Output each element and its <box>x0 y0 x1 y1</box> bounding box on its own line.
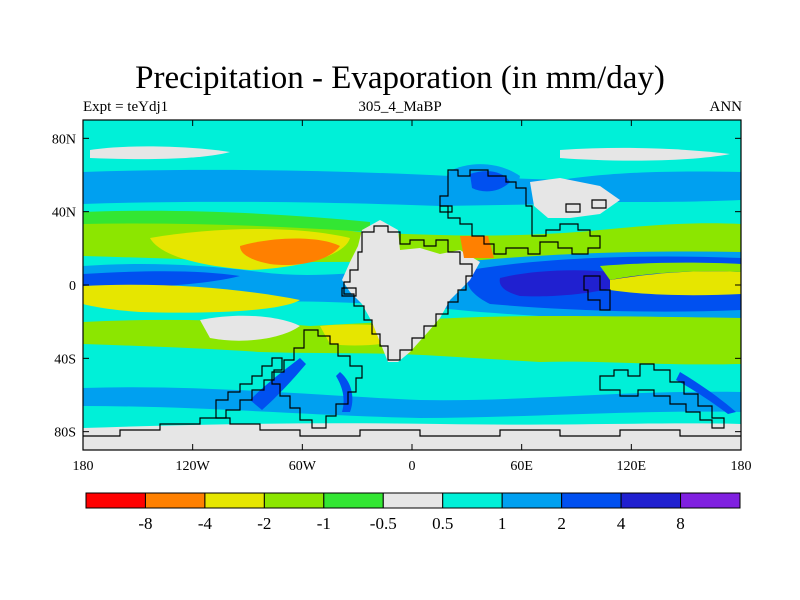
experiment-label: Expt = teYdj1 <box>83 99 169 115</box>
coastlines <box>83 169 741 437</box>
season-label: ANN <box>709 99 743 115</box>
field-equator-darkblue <box>499 270 640 297</box>
field-north-blue-band <box>83 169 741 206</box>
coastline-east-continent <box>583 275 611 311</box>
colorbar: -8 -4 -2 -1 -0.5 0.5 1 2 4 8 <box>85 492 741 533</box>
colorbar-swatch <box>323 492 384 509</box>
coastline-central-continent <box>343 225 473 361</box>
x-tick-label: 60W <box>289 459 317 474</box>
colorbar-label: 2 <box>557 514 566 533</box>
x-tick-label: 60E <box>510 459 533 474</box>
field-equator-green-east <box>600 262 741 280</box>
colorbar-swatch <box>263 492 325 509</box>
colorbar-label: 1 <box>498 514 507 533</box>
y-tick-label: 80N <box>52 132 76 147</box>
x-tick-label: 120W <box>176 459 211 474</box>
field-antarctic-grey <box>83 423 741 450</box>
time-label: 305_4_MaBP <box>358 99 442 115</box>
colorbar-label: -8 <box>138 514 152 533</box>
y-tick-label: 80S <box>54 426 76 441</box>
colorbar-swatch <box>204 492 265 509</box>
y-tick-label: 0 <box>69 279 76 294</box>
field-central-landmass <box>342 220 480 362</box>
colorbar-swatch <box>382 492 444 509</box>
field-north-grey-patch <box>90 146 230 160</box>
chart-title: Precipitation - Evaporation (in mm/day) <box>135 60 665 96</box>
colorbar-label: -4 <box>198 514 213 533</box>
colorbar-swatch <box>620 492 682 509</box>
field-north-orange-cell <box>240 238 340 266</box>
x-tick-label: 180 <box>731 459 752 474</box>
field-equator-yellow-west <box>83 284 300 313</box>
colorbar-label: -1 <box>317 514 331 533</box>
x-tick-label: 120E <box>617 459 647 474</box>
coastline-north-continent <box>439 169 601 255</box>
y-tick-label: 40S <box>54 352 76 367</box>
colorbar-swatch <box>144 492 206 509</box>
colorbar-swatch <box>501 492 563 509</box>
coastline-antarctica <box>83 417 741 437</box>
colorbar-label: 8 <box>676 514 685 533</box>
colorbar-swatch <box>680 492 741 509</box>
field-south-grey-patch <box>200 315 300 341</box>
colorbar-swatch <box>442 492 503 509</box>
axes: 180 120W 60W 0 60E 120E 180 80N 40N 0 40S 80S <box>52 120 752 474</box>
y-tick-label: 40N <box>52 206 76 221</box>
coastline-south-continent <box>271 329 363 429</box>
coastline-small-islands <box>341 199 607 297</box>
field-north-subtropic-green <box>83 210 370 232</box>
coastline-west-island <box>215 357 283 419</box>
colorbar-swatch <box>85 492 146 509</box>
field-south-darkblue-3 <box>676 372 736 414</box>
field-equator-yellow-east <box>610 271 741 296</box>
colorbar-label: 0.5 <box>432 514 453 533</box>
colorbar-swatch <box>561 492 622 509</box>
field-north-land-orange <box>460 236 494 258</box>
colorbar-label: -2 <box>257 514 271 533</box>
x-tick-label: 0 <box>409 459 416 474</box>
field-north-grey-patch-2 <box>560 147 730 161</box>
x-tick-label: 180 <box>73 459 94 474</box>
colorbar-label: -0.5 <box>370 514 397 533</box>
map-field <box>83 120 741 450</box>
coastline-southeast-land <box>599 363 725 429</box>
field-south-blue-band <box>83 387 741 418</box>
colorbar-label: 4 <box>617 514 626 533</box>
